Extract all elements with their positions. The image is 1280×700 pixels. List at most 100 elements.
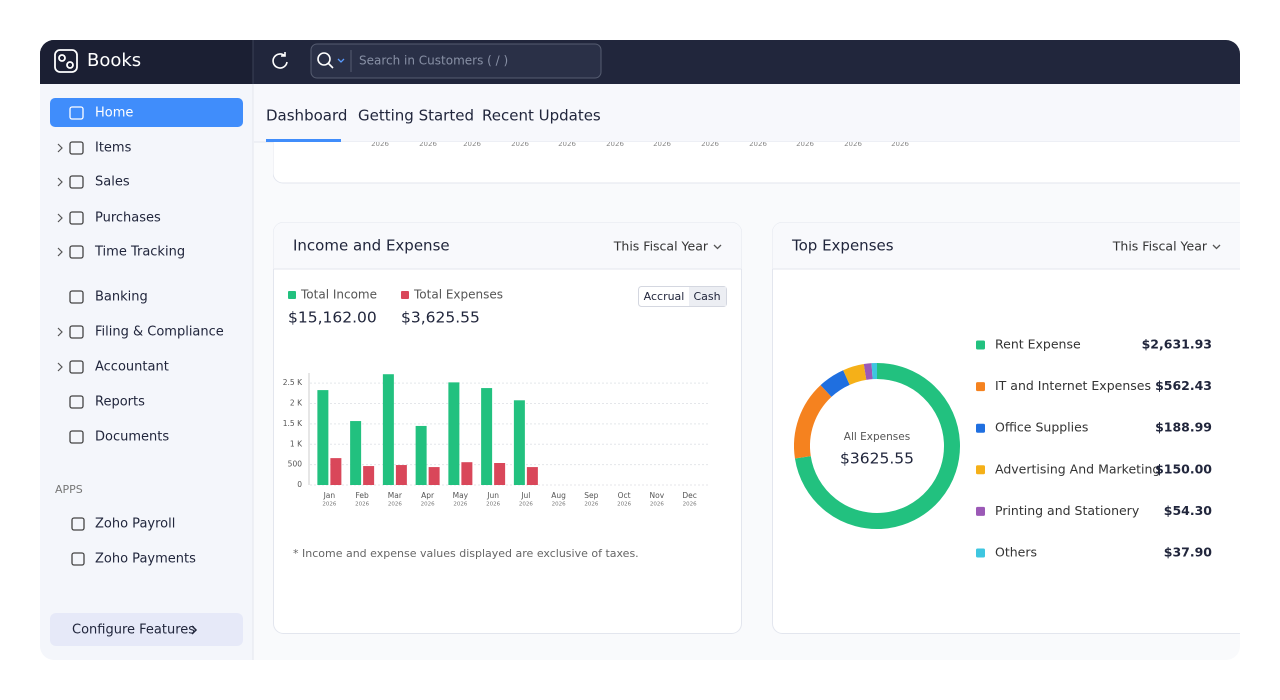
app-icon <box>71 552 85 566</box>
donut-segment <box>863 363 873 380</box>
x-tick-sublabel: 2026 <box>683 502 697 508</box>
nav-chevron <box>57 362 63 372</box>
legend-label: Total Income <box>300 288 377 302</box>
period-selector[interactable]: This Fiscal Year <box>613 239 709 254</box>
nav-item[interactable]: Reports <box>95 395 145 410</box>
nav-icon <box>69 106 84 120</box>
bar <box>395 465 407 485</box>
nav-item[interactable]: Time Tracking <box>94 245 185 260</box>
legend-total: $3,625.55 <box>401 309 480 327</box>
y-tick-label: 1.5 K <box>283 419 303 428</box>
nav-item[interactable]: Accountant <box>95 360 169 375</box>
y-tick-label: 500 <box>288 460 303 469</box>
search-icon-handle <box>327 62 334 69</box>
legend-label: Advertising And Marketing <box>995 461 1160 476</box>
previous-card <box>273 142 1240 184</box>
x-tick-sublabel: 2026 <box>486 502 500 508</box>
card-title: Income and Expense <box>293 237 450 255</box>
bar <box>448 382 460 485</box>
bar <box>428 467 440 485</box>
period-chevron <box>1212 244 1221 250</box>
x-tick-label: 2026 <box>606 140 624 148</box>
nav-chevron <box>57 177 63 187</box>
nav-icon <box>69 395 84 409</box>
configure-button[interactable] <box>50 613 243 646</box>
x-tick-label: Apr <box>421 491 435 500</box>
legend-label: Office Supplies <box>995 420 1088 435</box>
y-tick-label: 1 K <box>290 439 303 448</box>
legend-value: $150.00 <box>1155 461 1212 476</box>
x-tick-label: 2026 <box>463 140 481 148</box>
x-tick-label: 2026 <box>749 140 767 148</box>
legend-value: $562.43 <box>1155 378 1212 393</box>
search-box[interactable] <box>310 43 602 79</box>
tab-bar <box>254 84 1240 142</box>
refresh-icon[interactable] <box>272 52 288 69</box>
x-tick-label: Jan <box>323 491 336 500</box>
legend-label: Total Expenses <box>413 288 503 302</box>
period-selector[interactable]: This Fiscal Year <box>1112 239 1208 254</box>
basis-option[interactable]: Cash <box>693 290 720 303</box>
x-tick-label: 2026 <box>371 140 389 148</box>
bar <box>526 467 538 485</box>
legend-value: $54.30 <box>1164 503 1213 518</box>
app-item[interactable]: Zoho Payments <box>95 552 196 567</box>
x-tick-label: 2026 <box>844 140 862 148</box>
tab[interactable]: Getting Started <box>358 107 474 125</box>
tab[interactable]: Dashboard <box>266 107 347 125</box>
donut-center-label: All Expenses <box>844 431 910 443</box>
x-tick-label: Dec <box>682 491 697 500</box>
bar <box>513 400 525 485</box>
x-tick-label: 2026 <box>558 140 576 148</box>
x-tick-label: Nov <box>650 491 665 500</box>
basis-option[interactable]: Accrual <box>644 290 685 303</box>
donut-segment <box>843 364 867 385</box>
section-heading: APPS <box>55 483 83 496</box>
bar <box>350 421 362 485</box>
y-tick-label: 2 K <box>290 399 303 408</box>
nav-chevron <box>57 213 63 223</box>
nav-active <box>50 98 243 127</box>
nav-item[interactable]: Banking <box>95 290 148 305</box>
y-tick-label: 0 <box>297 480 302 489</box>
search-dropdown[interactable] <box>337 58 345 63</box>
x-tick-sublabel: 2026 <box>519 502 533 508</box>
search-icon <box>317 52 331 66</box>
nav-item[interactable]: Filing & Compliance <box>95 325 224 340</box>
nav-item[interactable]: Purchases <box>95 211 161 226</box>
bar <box>481 388 493 485</box>
legend-swatch <box>976 465 985 475</box>
nav-item[interactable]: Home <box>95 106 133 121</box>
x-tick-label: 2026 <box>419 140 437 148</box>
nav-item[interactable]: Sales <box>95 175 130 190</box>
nav-item[interactable]: Documents <box>95 430 169 445</box>
x-tick-sublabel: 2026 <box>552 502 566 508</box>
nav-item[interactable]: Items <box>95 141 132 156</box>
app-icon <box>71 517 85 531</box>
legend-value: $37.90 <box>1164 545 1213 560</box>
nav-chevron <box>57 247 63 257</box>
legend-value: $2,631.93 <box>1142 337 1212 352</box>
brand-area <box>40 40 253 84</box>
sidebar <box>40 84 253 660</box>
x-tick-sublabel: 2026 <box>355 502 369 508</box>
y-tick-label: 2.5 K <box>283 378 303 387</box>
legend-label: Printing and Stationery <box>995 503 1140 518</box>
app-item[interactable]: Zoho Payroll <box>95 517 175 532</box>
bar <box>317 390 329 485</box>
x-tick-label: 2026 <box>796 140 814 148</box>
configure-chevron <box>191 625 198 635</box>
nav-icon <box>69 141 84 155</box>
active-tab-indicator <box>266 139 341 142</box>
legend-swatch <box>288 291 296 299</box>
x-tick-label: Feb <box>355 491 369 500</box>
x-tick-label: Mar <box>388 491 403 500</box>
legend-swatch <box>976 506 985 516</box>
legend-label: IT and Internet Expenses <box>995 378 1151 393</box>
legend-swatch <box>976 548 985 558</box>
tab[interactable]: Recent Updates <box>482 107 601 125</box>
legend-value: $188.99 <box>1155 420 1212 435</box>
brand: Books <box>87 50 141 71</box>
